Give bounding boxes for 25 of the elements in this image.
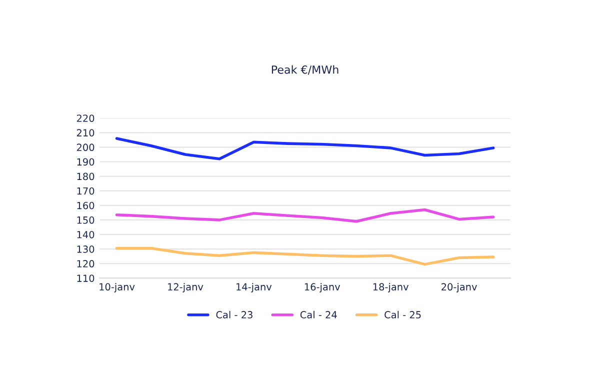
y-tick-label: 150 — [77, 216, 94, 224]
y-tick-label: 120 — [77, 260, 94, 268]
x-tick-label: 10-janv — [100, 282, 135, 292]
y-tick-label: 130 — [77, 246, 94, 253]
legend-label: Cal - 25 — [384, 310, 421, 318]
x-tick-label: 12-janv — [168, 282, 204, 292]
y-tick-label: 110 — [77, 274, 94, 282]
line-series — [115, 208, 495, 223]
y-tick-label: 170 — [77, 187, 94, 195]
x-tick-label: 16-janv — [304, 282, 340, 292]
x-tick-label: 14-janv — [236, 282, 272, 292]
legend-label: Cal - 24 — [300, 310, 337, 318]
y-tick-label: 210 — [76, 129, 94, 136]
y-tick-label: 160 — [77, 202, 94, 210]
y-tick-label: 190 — [77, 158, 94, 166]
y-tick-label: 180 — [77, 172, 94, 180]
line-series — [115, 246, 495, 266]
line-series — [115, 137, 495, 160]
x-tick-label: 18-janv — [373, 282, 409, 292]
legend-label: Cal - 23 — [216, 310, 252, 318]
y-tick-label: 140 — [77, 230, 94, 238]
y-tick-label: 200 — [76, 144, 94, 152]
x-tick-label: 20-janv — [442, 282, 477, 292]
chart-title: Peak €/MWh — [272, 65, 338, 75]
y-tick-label: 220 — [76, 114, 94, 122]
